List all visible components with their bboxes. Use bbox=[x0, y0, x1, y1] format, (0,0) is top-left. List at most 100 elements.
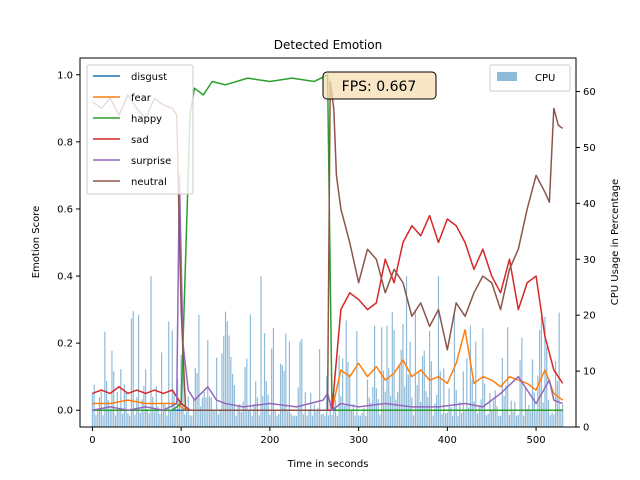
cpu-bar bbox=[116, 391, 118, 427]
cpu-bar bbox=[233, 385, 235, 427]
cpu-bar bbox=[373, 325, 376, 427]
cpu-bar bbox=[210, 397, 212, 427]
cpu-bar bbox=[420, 401, 422, 427]
cpu-bar bbox=[191, 415, 193, 427]
cpu-bar bbox=[315, 411, 317, 427]
cpu-bar bbox=[494, 390, 496, 427]
cpu-bar bbox=[517, 414, 519, 427]
cpu-bar bbox=[327, 415, 330, 427]
cpu-bar bbox=[450, 407, 452, 427]
cpu-bar bbox=[93, 384, 95, 427]
legend-emotions: disgust fear happy sad surprise neutral bbox=[86, 64, 194, 195]
y-tick-label: 1.0 bbox=[57, 70, 73, 81]
cpu-bar bbox=[200, 406, 202, 427]
cpu-bar bbox=[485, 415, 487, 427]
legend-label-sad: sad bbox=[131, 135, 149, 146]
cpu-bar bbox=[139, 412, 141, 427]
cpu-bar bbox=[331, 414, 333, 427]
cpu-bar bbox=[260, 276, 262, 427]
cpu-bar bbox=[251, 415, 253, 427]
cpu-bar bbox=[322, 413, 324, 427]
cpu-bar bbox=[175, 411, 177, 427]
y2-tick-label: 40 bbox=[583, 199, 596, 210]
cpu-bar bbox=[148, 413, 150, 427]
cpu-bar bbox=[366, 379, 369, 427]
cpu-bar bbox=[98, 397, 101, 427]
cpu-bar bbox=[278, 413, 280, 427]
cpu-bar bbox=[546, 346, 548, 427]
y-tick-label: 0.2 bbox=[57, 339, 73, 350]
cpu-bar bbox=[340, 396, 342, 427]
cpu-bar bbox=[107, 400, 109, 427]
cpu-bar bbox=[258, 415, 260, 427]
cpu-bar bbox=[214, 411, 216, 427]
cpu-bar bbox=[223, 335, 225, 427]
cpu-bar bbox=[515, 415, 518, 427]
cpu-bar bbox=[271, 348, 273, 427]
cpu-bar bbox=[143, 385, 145, 427]
cpu-bar bbox=[203, 391, 205, 427]
cpu-bar bbox=[228, 335, 230, 427]
cpu-bar bbox=[164, 404, 166, 427]
cpu-bar bbox=[182, 372, 184, 427]
cpu-bar bbox=[347, 362, 349, 427]
cpu-bar bbox=[363, 407, 365, 427]
chart-title: Detected Emotion bbox=[274, 38, 382, 52]
cpu-bar bbox=[398, 364, 401, 427]
x-axis-label: Time in seconds bbox=[287, 459, 369, 470]
y2-tick-label: 0 bbox=[583, 423, 589, 434]
cpu-bar bbox=[295, 415, 298, 427]
cpu-bar bbox=[507, 327, 509, 427]
cpu-bar bbox=[459, 401, 461, 427]
series-lines bbox=[91, 74, 564, 411]
cpu-bar bbox=[216, 357, 218, 427]
cpu-bar bbox=[276, 415, 278, 427]
series-line-surprise bbox=[92, 174, 563, 411]
cpu-bar bbox=[551, 412, 553, 427]
cpu-bar bbox=[523, 415, 525, 427]
cpu-bar bbox=[294, 415, 296, 427]
cpu-bar bbox=[255, 381, 257, 427]
cpu-bar bbox=[350, 409, 353, 427]
cpu-bar bbox=[95, 414, 97, 427]
x-tick-label: 0 bbox=[89, 435, 95, 446]
cpu-bar bbox=[207, 339, 209, 427]
cpu-bar bbox=[375, 388, 377, 427]
cpu-bar bbox=[448, 388, 450, 427]
cpu-bar bbox=[480, 399, 482, 427]
cpu-bar bbox=[287, 411, 289, 427]
cpu-bar bbox=[104, 331, 106, 427]
cpu-bar bbox=[178, 400, 180, 427]
cpu-bar bbox=[292, 415, 294, 427]
legend-label-disgust: disgust bbox=[131, 72, 167, 83]
cpu-bar bbox=[391, 311, 393, 427]
y-tick-label: 0.6 bbox=[57, 204, 73, 215]
cpu-bar bbox=[102, 415, 104, 427]
cpu-bar bbox=[446, 412, 448, 427]
fps-annotation: FPS: 0.667 bbox=[322, 71, 437, 100]
cpu-bar bbox=[318, 349, 321, 427]
cpu-bar bbox=[184, 414, 186, 427]
y2-tick-label: 30 bbox=[583, 255, 596, 266]
cpu-bar bbox=[452, 415, 454, 427]
cpu-bar bbox=[185, 411, 188, 427]
cpu-bar bbox=[169, 411, 172, 427]
cpu-bar bbox=[283, 370, 285, 427]
cpu-bar bbox=[439, 371, 441, 427]
cpu-bar bbox=[542, 402, 544, 427]
cpu-bar bbox=[299, 341, 301, 427]
cpu-bar bbox=[492, 400, 495, 427]
cpu-bar bbox=[155, 386, 157, 427]
cpu-bar bbox=[262, 395, 264, 427]
y-axis-ticks: 0.0 0.2 0.4 0.6 0.8 1.0 bbox=[57, 70, 80, 417]
cpu-bar bbox=[478, 405, 480, 427]
cpu-bar bbox=[524, 387, 527, 427]
fps-annotation-box bbox=[322, 71, 437, 100]
cpu-bar bbox=[118, 411, 120, 427]
y2-axis-label: CPU Usage in Percentage bbox=[610, 179, 621, 305]
cpu-bar bbox=[457, 415, 459, 427]
cpu-bar bbox=[249, 314, 251, 427]
cpu-bar bbox=[113, 371, 115, 427]
cpu-bar bbox=[263, 333, 266, 427]
cpu-bar bbox=[219, 409, 221, 427]
